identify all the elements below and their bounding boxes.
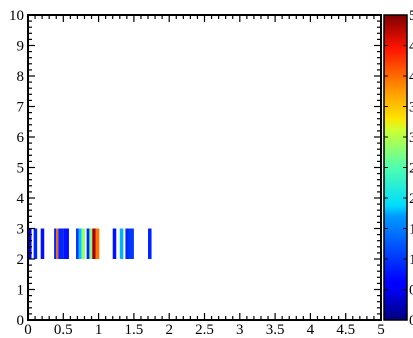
x-tick-label: 3.5 xyxy=(266,322,285,338)
heatmap-cell xyxy=(128,228,134,259)
colorbar-labels: 0 0.5 1 1.5 2 2.5 3 3.5 4 4.5 5 xyxy=(409,8,413,329)
colorbar-label: 3 xyxy=(409,130,413,146)
heatmap-cell xyxy=(76,228,79,259)
x-tick-label: 2 xyxy=(165,322,173,338)
x-tick-label: 2.5 xyxy=(195,322,214,338)
y-tick-labels: 0 1 2 3 4 5 6 7 8 9 10 xyxy=(9,8,25,329)
heatmap-cell xyxy=(63,228,69,259)
y-tick-label: 6 xyxy=(17,130,25,146)
y-tick-label: 5 xyxy=(17,161,25,177)
x-tick-label: 1.5 xyxy=(125,322,144,338)
colorbar-label: 1 xyxy=(409,252,413,268)
y-tick-label: 4 xyxy=(17,191,25,207)
colorbar-label: 0 xyxy=(409,313,413,329)
y-tick-label: 1 xyxy=(17,283,25,299)
heatmap-cell xyxy=(125,228,129,259)
x-tick-label: 4.5 xyxy=(336,322,355,338)
colorbar-label: 5 xyxy=(409,8,413,24)
colorbar-label: 4.5 xyxy=(409,39,413,55)
heatmap-cell xyxy=(78,228,82,259)
y-tick-label: 2 xyxy=(17,252,25,268)
x-tick-label: 0.5 xyxy=(54,322,73,338)
colorbar-label: 3.5 xyxy=(409,100,413,116)
colorbar-label: 4 xyxy=(409,69,413,85)
heatmap-cell xyxy=(33,228,38,259)
heatmap-cell xyxy=(56,228,59,259)
x-tick-label: 5 xyxy=(377,322,385,338)
heatmap-cell xyxy=(89,228,93,259)
y-tick-label: 10 xyxy=(9,8,24,24)
heatmap-cell xyxy=(119,228,124,259)
y-tick-label: 0 xyxy=(17,313,25,329)
x-tick-label: 4 xyxy=(307,322,315,338)
heatmap-cell xyxy=(112,228,117,259)
x-tick-label: 0 xyxy=(24,322,32,338)
heatmap-cell xyxy=(40,228,45,259)
x-tick-label: 1 xyxy=(95,322,103,338)
heatmap-cell xyxy=(58,228,64,259)
y-tick-label: 7 xyxy=(17,100,25,116)
colorbar-ticks xyxy=(384,14,407,321)
y-tick-label: 8 xyxy=(17,69,25,85)
colorbar-label: 0.5 xyxy=(409,283,413,299)
heatmap-cell xyxy=(54,228,57,259)
heatmap-cell xyxy=(28,228,32,259)
heatmap-cell xyxy=(95,228,100,259)
heatmap-cell xyxy=(81,228,86,259)
x-tick-labels: 0 0.5 1 1.5 2 2.5 3 3.5 4 4.5 5 xyxy=(24,322,385,338)
colorbar-label: 1.5 xyxy=(409,222,413,238)
colorbar-label: 2.5 xyxy=(409,161,413,177)
heatmap-cell xyxy=(92,228,96,259)
y-tick-label: 9 xyxy=(17,39,25,55)
heatmap-cells xyxy=(28,228,152,259)
heatmap-cell xyxy=(86,228,90,259)
colorbar-label: 2 xyxy=(409,191,413,207)
heatmap-cell xyxy=(148,228,152,259)
x-tick-label: 3 xyxy=(236,322,244,338)
plot-frame xyxy=(27,14,382,321)
y-tick-label: 3 xyxy=(17,222,25,238)
plot-ticks xyxy=(27,14,382,321)
